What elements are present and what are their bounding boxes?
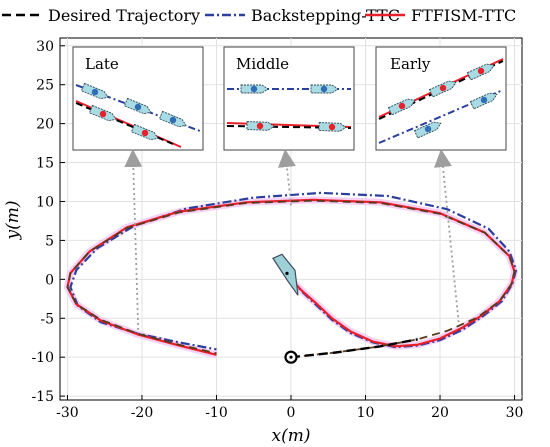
inset-vessel: [240, 84, 269, 94]
backstepping-line: [69, 191, 518, 351]
x-axis-label: x(m): [272, 426, 311, 446]
trajectory-paths: [64, 191, 518, 359]
vessel-glyph: [272, 253, 299, 296]
legend-label: FTFISM-TTC: [411, 6, 516, 25]
inset-title: Middle: [236, 55, 289, 73]
inset-vessel: [466, 63, 495, 81]
inset-pointer: [124, 149, 143, 330]
x-tick-label: -10: [205, 405, 228, 421]
trajectory-markers: [272, 253, 299, 364]
x-tick-label: 30: [506, 405, 524, 421]
inset-late: Late: [72, 46, 204, 330]
desired-start-segment: [290, 338, 418, 359]
y-tick-label: 10: [36, 194, 54, 210]
y-tick-label: -10: [31, 350, 54, 366]
y-axis-label: y(m): [3, 201, 23, 241]
x-tick-label: 20: [431, 405, 449, 421]
inset-title: Early: [390, 55, 431, 73]
axis-ticks: -30 -20 -10 0 10 20 30 -15 -10 -5 0 5 10 15 20 25 30: [31, 39, 523, 421]
inset-vessel: [88, 104, 117, 122]
x-tick-label: 0: [287, 405, 296, 421]
x-tick-label: -30: [56, 405, 79, 421]
y-tick-label: 20: [36, 117, 54, 133]
y-tick-label: -5: [40, 311, 54, 327]
vessel-center: [285, 271, 289, 275]
inset-vessel: [310, 84, 339, 94]
inset-vessel: [80, 82, 109, 100]
inset-middle: Middle: [223, 46, 355, 206]
x-tick-label: 10: [357, 405, 375, 421]
legend-label: Desired Trajectory: [48, 6, 200, 25]
inset-vessel: [318, 122, 347, 132]
zoom-insets: Late Middle Early: [72, 46, 507, 330]
y-tick-label: 5: [45, 233, 54, 249]
legend: Desired Trajectory Backstepping-TTC FTFISM…: [2, 6, 516, 25]
y-tick-label: -15: [31, 389, 54, 405]
inset-vessel: [158, 110, 187, 128]
y-tick-label: 15: [36, 156, 54, 172]
inset-vessel: [387, 98, 416, 116]
inset-vessel: [123, 97, 152, 115]
y-tick-label: 30: [36, 39, 54, 55]
y-tick-label: 0: [45, 272, 54, 288]
start-marker-dot: [289, 355, 293, 359]
legend-label: Backstepping-TTC: [251, 6, 400, 25]
x-tick-label: -20: [131, 405, 154, 421]
inset-vessel: [413, 121, 442, 139]
inset-title: Late: [85, 55, 119, 73]
desired-line: [66, 199, 516, 359]
inset-vessel: [469, 92, 498, 110]
inset-vessel: [428, 80, 457, 98]
inset-vessel: [246, 121, 275, 131]
inset-vessel: [130, 123, 159, 141]
y-tick-label: 25: [36, 78, 54, 94]
inset-early: Early: [375, 46, 507, 323]
